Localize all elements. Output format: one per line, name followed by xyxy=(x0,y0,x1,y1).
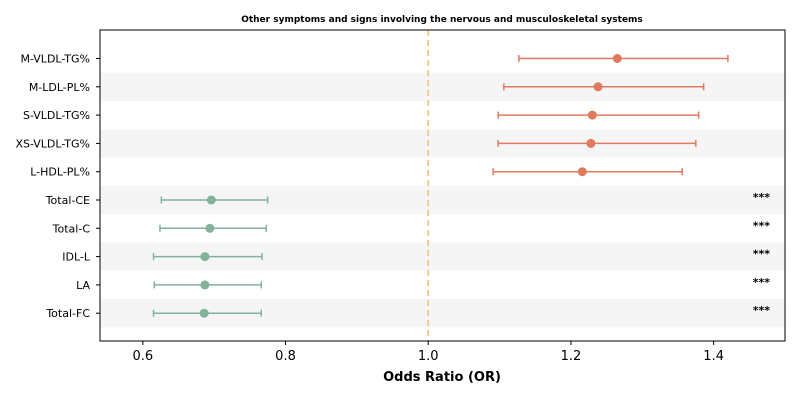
point-estimate xyxy=(612,54,622,63)
y-tick-label: S-VLDL-TG% xyxy=(23,109,90,122)
x-tick-label: 1.4 xyxy=(703,349,724,364)
significance-label: *** xyxy=(753,304,771,317)
point-estimate xyxy=(205,223,215,233)
x-axis: 0.6 0.8 1.0 1.2 1.4 xyxy=(132,341,724,364)
point-estimate xyxy=(577,167,587,177)
forest-row xyxy=(503,82,705,92)
y-tick-label: Total-C xyxy=(52,222,91,235)
x-axis-label: Odds Ratio (OR) xyxy=(383,370,501,385)
forest-row: *** xyxy=(153,276,771,290)
x-tick-label: 0.6 xyxy=(132,349,153,364)
point-estimate xyxy=(586,138,596,148)
significance-label: *** xyxy=(753,248,771,261)
x-tick-label: 0.8 xyxy=(275,349,296,364)
point-estimate xyxy=(587,110,597,120)
significance-label: *** xyxy=(753,276,771,289)
point-estimate xyxy=(200,252,210,262)
y-tick-label: M-VLDL-TG% xyxy=(20,53,90,66)
significance-label: *** xyxy=(753,219,771,232)
x-tick-label: 1.0 xyxy=(418,349,439,364)
y-tick-label: L-HDL-PL% xyxy=(30,166,90,179)
chart-title: Other symptoms and signs involving the n… xyxy=(241,15,643,25)
y-tick-label: IDL-L xyxy=(62,251,91,264)
forest-row xyxy=(497,110,700,120)
point-estimate xyxy=(593,82,603,92)
forest-row xyxy=(492,167,683,177)
forest-row: *** xyxy=(160,191,771,205)
point-estimate xyxy=(200,280,210,290)
y-tick-label: LA xyxy=(76,279,90,292)
forest-row xyxy=(497,138,697,148)
significance-label: *** xyxy=(753,191,771,204)
data-marks: *** *** *** *** *** xyxy=(152,54,771,318)
forest-row: *** xyxy=(152,248,771,262)
y-tick-label: M-LDL-PL% xyxy=(29,81,90,94)
point-estimate xyxy=(206,195,216,205)
point-estimate xyxy=(199,308,209,318)
y-tick-label: XS-VLDL-TG% xyxy=(15,137,90,150)
x-tick-label: 1.2 xyxy=(561,349,582,364)
forest-row: *** xyxy=(159,219,771,233)
y-axis: M-VLDL-TG% M-LDL-PL% S-VLDL-TG% XS-VLDL-TG%… xyxy=(15,53,100,320)
y-tick-label: Total-CE xyxy=(45,194,90,207)
y-tick-label: Total-FC xyxy=(45,307,90,320)
forest-row: *** xyxy=(152,304,771,318)
plot-frame xyxy=(99,29,786,342)
forest-row xyxy=(518,54,729,63)
